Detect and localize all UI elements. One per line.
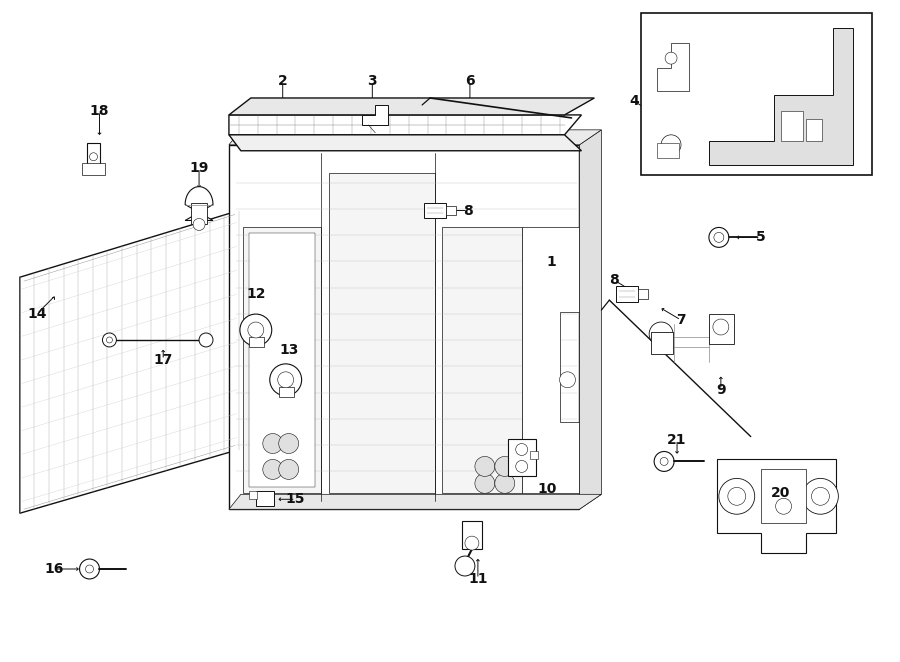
Circle shape <box>79 559 100 579</box>
Circle shape <box>278 372 293 388</box>
Bar <box>256 491 274 506</box>
Text: 4: 4 <box>629 94 639 108</box>
Circle shape <box>103 333 116 347</box>
Bar <box>709 314 734 344</box>
Circle shape <box>662 135 681 155</box>
Polygon shape <box>20 211 238 513</box>
Polygon shape <box>229 135 581 151</box>
Text: 8: 8 <box>463 203 473 218</box>
Text: 2: 2 <box>278 74 288 88</box>
Text: 20: 20 <box>771 487 790 500</box>
Circle shape <box>199 333 213 347</box>
Text: 19: 19 <box>189 161 209 175</box>
Circle shape <box>263 459 283 479</box>
Circle shape <box>728 487 746 505</box>
Circle shape <box>776 498 792 514</box>
Text: 9: 9 <box>716 383 725 397</box>
Polygon shape <box>442 228 522 493</box>
Polygon shape <box>709 28 853 165</box>
Bar <box>86 143 101 165</box>
Text: 8: 8 <box>609 273 619 287</box>
Text: 1: 1 <box>546 256 556 269</box>
Text: 16: 16 <box>44 562 63 576</box>
Circle shape <box>89 153 97 161</box>
Circle shape <box>86 565 94 573</box>
Text: 6: 6 <box>465 74 474 88</box>
Polygon shape <box>185 187 213 220</box>
Text: 17: 17 <box>154 353 173 367</box>
Bar <box>248 337 264 347</box>
Polygon shape <box>248 234 315 487</box>
Circle shape <box>665 52 677 64</box>
Circle shape <box>263 434 283 453</box>
Polygon shape <box>522 228 580 493</box>
Circle shape <box>455 556 475 576</box>
Circle shape <box>649 322 673 346</box>
Circle shape <box>719 479 755 514</box>
Circle shape <box>106 337 112 343</box>
Polygon shape <box>580 130 601 509</box>
Text: 15: 15 <box>286 493 305 506</box>
Circle shape <box>495 457 515 477</box>
Circle shape <box>812 487 830 505</box>
Polygon shape <box>363 105 388 125</box>
Circle shape <box>194 218 205 230</box>
Circle shape <box>465 536 479 550</box>
Text: 12: 12 <box>246 287 266 301</box>
Text: 5: 5 <box>756 230 766 244</box>
Text: 21: 21 <box>667 432 687 447</box>
Bar <box>638 289 648 299</box>
Polygon shape <box>717 459 836 553</box>
Bar <box>780 111 803 141</box>
Bar <box>279 387 293 397</box>
Circle shape <box>713 319 729 335</box>
Bar <box>641 13 872 175</box>
Polygon shape <box>229 115 581 135</box>
Text: 18: 18 <box>90 104 109 118</box>
Circle shape <box>279 459 299 479</box>
Bar <box>446 205 456 216</box>
Text: 10: 10 <box>538 483 557 496</box>
Circle shape <box>803 479 839 514</box>
Polygon shape <box>229 98 594 115</box>
Circle shape <box>475 473 495 493</box>
Bar <box>806 119 823 141</box>
Polygon shape <box>657 43 689 91</box>
Circle shape <box>709 228 729 248</box>
Text: 7: 7 <box>676 313 686 327</box>
Bar <box>616 286 638 302</box>
Polygon shape <box>229 130 601 145</box>
Polygon shape <box>328 173 435 493</box>
Circle shape <box>560 372 575 388</box>
Circle shape <box>516 461 527 473</box>
Bar <box>760 469 806 523</box>
Circle shape <box>475 457 495 477</box>
Bar <box>652 332 673 354</box>
Text: 14: 14 <box>27 307 47 321</box>
Bar <box>82 163 105 175</box>
Circle shape <box>279 434 299 453</box>
Circle shape <box>248 322 264 338</box>
Text: 3: 3 <box>367 74 377 88</box>
Circle shape <box>240 314 272 346</box>
Polygon shape <box>243 228 320 493</box>
Circle shape <box>270 364 302 396</box>
Circle shape <box>714 232 724 242</box>
Bar <box>508 438 536 477</box>
Text: 11: 11 <box>468 572 488 586</box>
Bar <box>462 521 482 549</box>
Bar <box>657 143 679 158</box>
Bar <box>424 203 446 218</box>
Bar <box>530 451 537 459</box>
Circle shape <box>495 473 515 493</box>
Polygon shape <box>229 495 601 509</box>
Bar <box>248 491 256 499</box>
Text: 13: 13 <box>279 343 299 357</box>
Circle shape <box>660 457 668 465</box>
Polygon shape <box>229 145 580 509</box>
Bar <box>191 203 207 224</box>
Circle shape <box>516 444 527 455</box>
Circle shape <box>654 451 674 471</box>
